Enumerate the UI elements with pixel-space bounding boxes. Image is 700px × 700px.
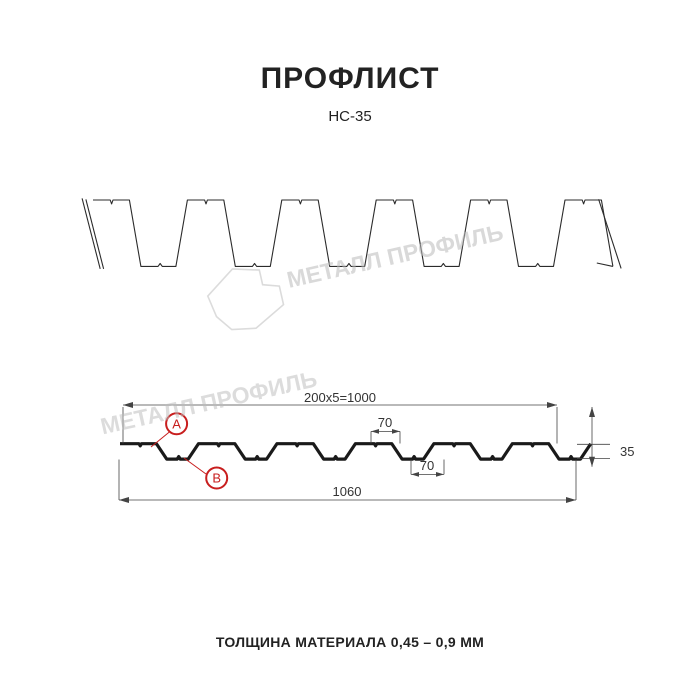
svg-text:МЕТАЛЛ ПРОФИЛЬ: МЕТАЛЛ ПРОФИЛЬ	[98, 365, 319, 439]
